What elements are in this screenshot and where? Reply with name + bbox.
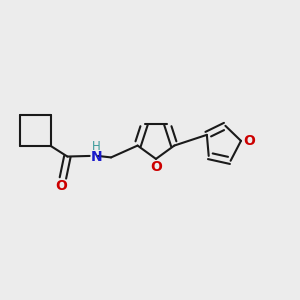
- Text: O: O: [151, 160, 163, 174]
- Text: N: N: [91, 150, 102, 164]
- Text: O: O: [56, 179, 68, 193]
- Text: O: O: [243, 134, 255, 148]
- Text: H: H: [92, 140, 100, 153]
